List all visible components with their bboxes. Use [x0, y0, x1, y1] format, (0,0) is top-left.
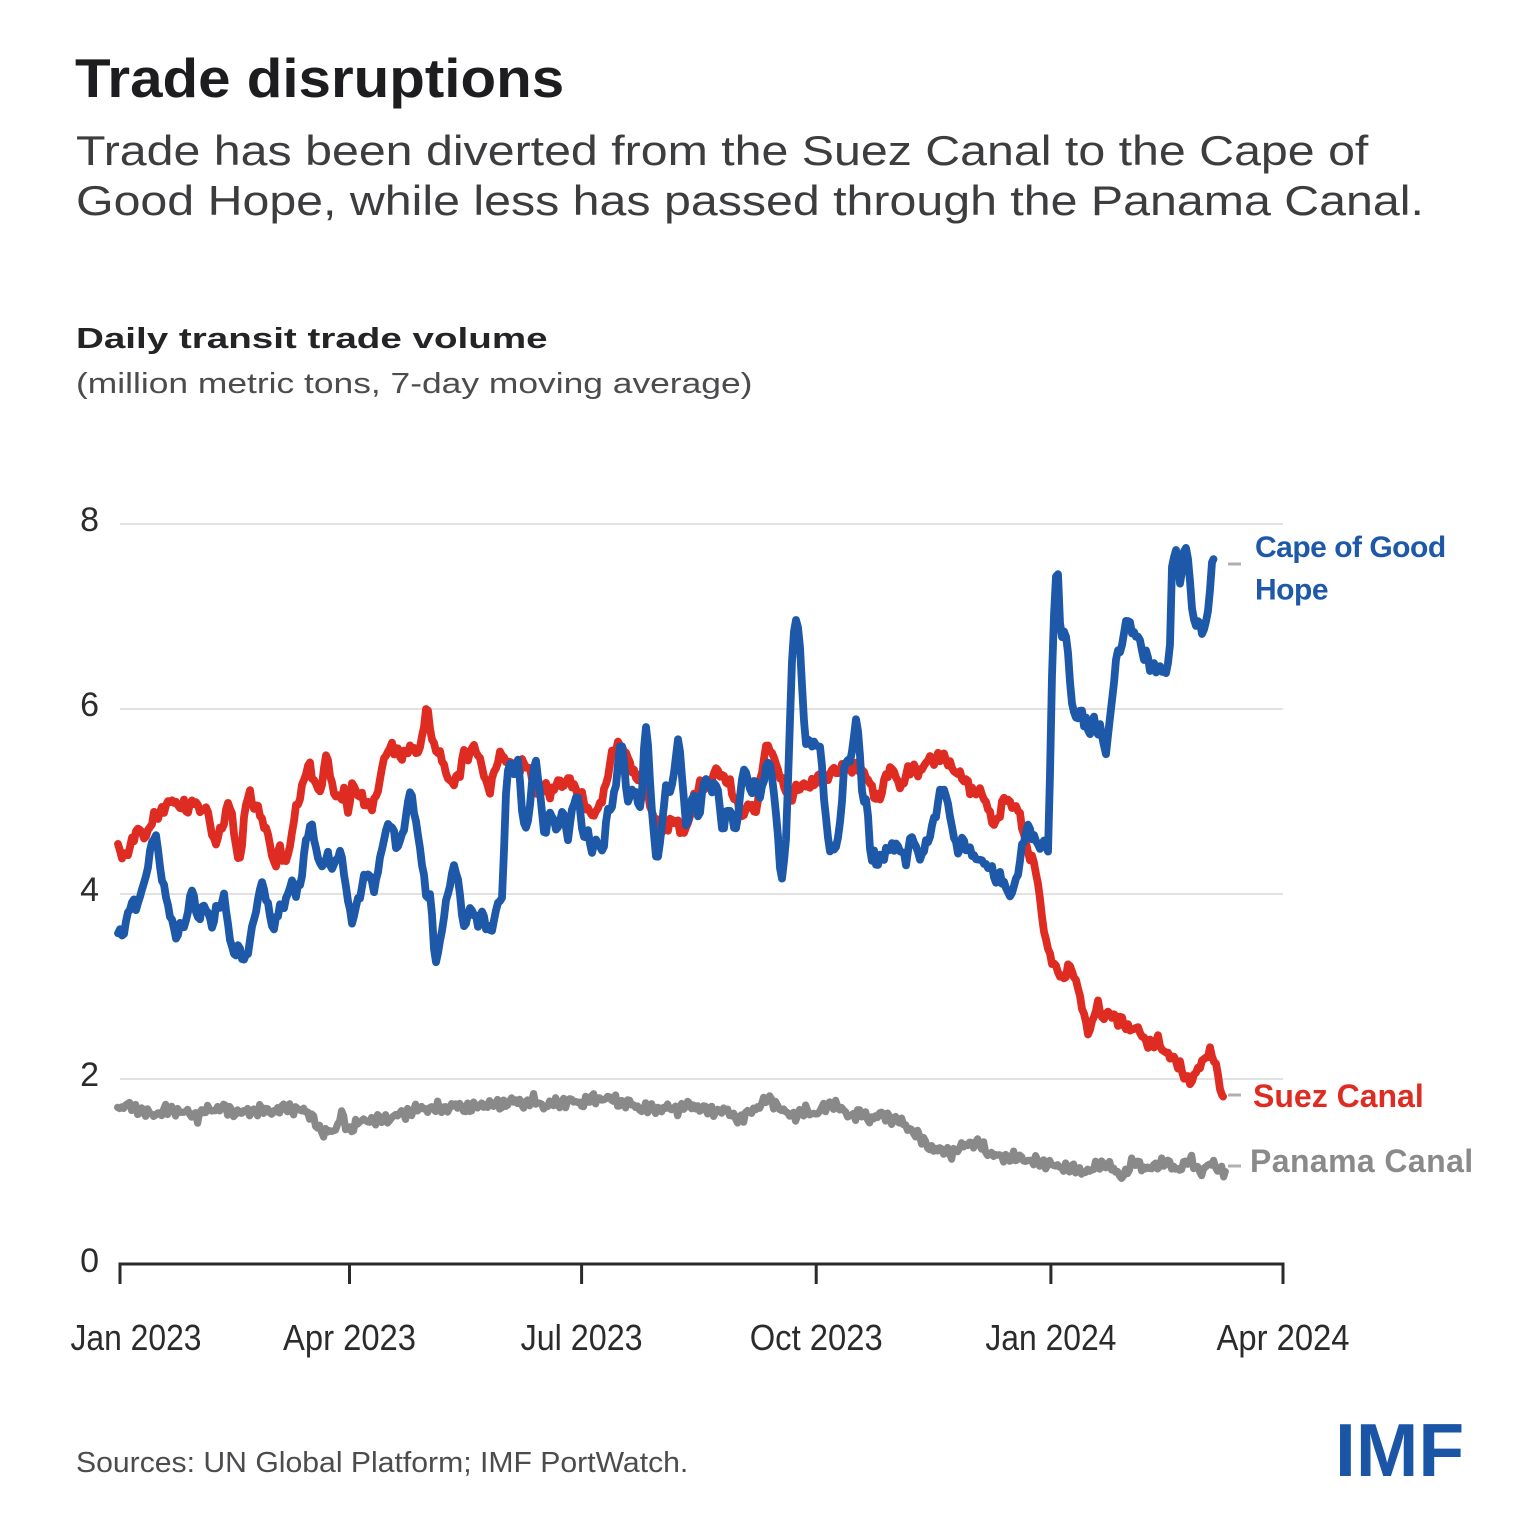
svg-text:Jan 2023: Jan 2023	[71, 1317, 202, 1358]
svg-text:Cape of Good: Cape of Good	[1255, 531, 1446, 564]
svg-text:0: 0	[80, 1242, 99, 1280]
svg-text:Hope: Hope	[1255, 574, 1328, 607]
svg-text:2: 2	[80, 1056, 99, 1094]
svg-text:Apr 2024: Apr 2024	[1217, 1317, 1350, 1358]
svg-text:Suez Canal: Suez Canal	[1253, 1078, 1424, 1114]
svg-text:4: 4	[80, 871, 99, 909]
svg-text:8: 8	[80, 501, 99, 539]
svg-text:6: 6	[80, 686, 99, 724]
svg-text:Jul 2023: Jul 2023	[521, 1317, 643, 1358]
svg-text:Apr 2023: Apr 2023	[283, 1317, 416, 1358]
svg-text:Oct 2023: Oct 2023	[750, 1317, 883, 1358]
svg-text:Jan 2024: Jan 2024	[985, 1317, 1116, 1358]
svg-text:Panama Canal: Panama Canal	[1250, 1143, 1474, 1179]
